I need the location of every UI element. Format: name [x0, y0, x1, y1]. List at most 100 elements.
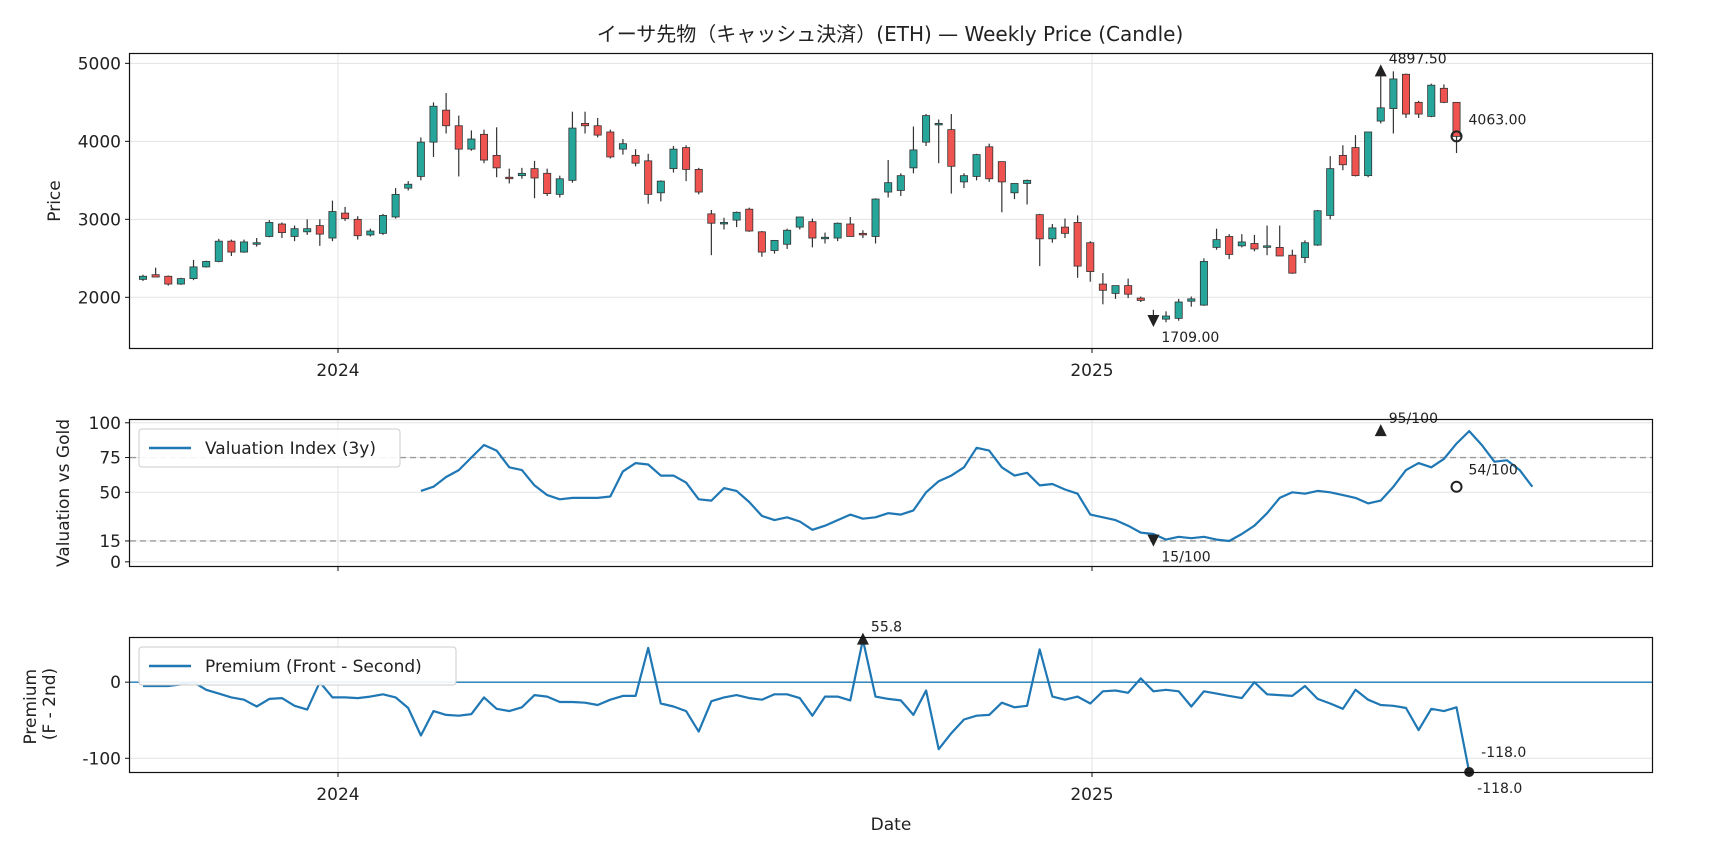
candle-body	[555, 178, 564, 195]
candle-body	[1162, 315, 1171, 320]
candle-body	[1174, 301, 1183, 319]
y-tick-label: 2000	[78, 288, 121, 308]
candle-body	[1364, 131, 1373, 177]
candle-body	[606, 131, 615, 158]
candle-body	[1187, 298, 1196, 302]
y-tick-label: 4000	[78, 132, 121, 152]
price-plot-frame	[128, 52, 1654, 350]
x-tick-label: 2025	[1070, 361, 1113, 381]
candle-body	[959, 175, 968, 183]
min-label: 1709.00	[1161, 330, 1219, 346]
candle-body	[214, 240, 223, 262]
candle-body	[416, 141, 425, 177]
candle-body	[833, 222, 842, 239]
candle-body	[492, 154, 501, 169]
price-axes: 2000 3000 4000 5000 2024 2025	[78, 54, 1114, 381]
min-label: 15/100	[1161, 550, 1210, 566]
candle-body	[1023, 179, 1032, 184]
candle-body	[1313, 210, 1322, 246]
candle-body	[353, 218, 362, 237]
candle-body	[656, 180, 665, 194]
candle-body	[1048, 227, 1057, 240]
candle-body	[265, 222, 274, 237]
candle-body	[1073, 222, 1082, 267]
candle-body	[719, 222, 728, 225]
candle-body	[1452, 101, 1461, 137]
candle-body	[240, 241, 249, 253]
candle-body	[290, 228, 299, 237]
candle-body	[1414, 101, 1423, 115]
series-line	[143, 638, 1471, 773]
y-tick-label: 0	[110, 673, 121, 693]
candle-body	[808, 221, 817, 239]
x-tick-label: 2024	[316, 361, 359, 381]
premium-ylabel-line-1: Premium	[21, 669, 41, 745]
premium-ylabel-line-2: (F - 2nd)	[40, 668, 60, 740]
premium-legend-box	[138, 646, 457, 686]
candle-body	[1326, 168, 1335, 216]
chart-title: イーサ先物（キャッシュ決済）(ETH) — Weekly Price (Cand…	[597, 22, 1184, 46]
valuation-legend-label: Valuation Index (3y)	[205, 439, 376, 459]
premium-legend-label: Premium (Front - Second)	[205, 657, 422, 677]
candle-body	[858, 232, 867, 236]
candle-body	[896, 175, 905, 191]
candle-body	[631, 154, 640, 164]
candle-body	[783, 229, 792, 245]
candle-body	[997, 161, 1006, 183]
price-grid	[130, 54, 1652, 348]
candle-body	[391, 193, 400, 218]
candle-body	[429, 105, 438, 143]
premium-annotations: 55.8 -118.0 -118.0	[856, 620, 1526, 797]
candle-body	[770, 239, 779, 251]
candle-body	[745, 208, 754, 232]
candle-body	[480, 133, 489, 161]
candle-body	[618, 143, 627, 150]
candle-body	[252, 242, 261, 245]
candle-body	[669, 148, 678, 170]
candle-body	[1288, 254, 1297, 274]
price-candles	[138, 71, 1461, 323]
candle-body	[176, 278, 185, 285]
candle-body	[517, 172, 526, 177]
candle-body	[315, 225, 324, 235]
candle-body	[593, 125, 602, 136]
y-tick-label: 15	[99, 532, 121, 552]
max-label: 55.8	[871, 620, 902, 636]
candle-body	[404, 183, 413, 189]
candle-body	[1427, 84, 1436, 117]
valuation-plot-frame	[128, 418, 1654, 568]
candle-body	[151, 274, 160, 278]
y-tick-label: 5000	[78, 54, 121, 74]
last-value-label: -118.0	[1477, 781, 1522, 797]
candle-body	[1338, 154, 1347, 166]
candle-body	[543, 172, 552, 194]
y-tick-label: 50	[99, 483, 121, 503]
y-tick-label: 3000	[78, 210, 121, 230]
y-tick-label: -100	[82, 749, 121, 769]
candle-body	[454, 125, 463, 150]
min-marker	[1147, 315, 1160, 328]
max-marker	[1374, 424, 1387, 437]
candle-body	[378, 215, 387, 234]
candle-body	[1212, 239, 1221, 248]
candle-body	[1439, 87, 1448, 103]
last-marker	[1450, 480, 1463, 493]
y-tick-label: 100	[89, 414, 121, 434]
candle-body	[757, 231, 766, 253]
price-ylabel: Price	[45, 180, 65, 221]
premium-legend[interactable]: Premium (Front - Second)	[138, 646, 457, 686]
valuation-legend[interactable]: Valuation Index (3y)	[138, 428, 401, 468]
candle-body	[1035, 214, 1044, 240]
candle-body	[189, 266, 198, 279]
candle-body	[922, 115, 931, 143]
candle-body	[1263, 245, 1272, 248]
last-label: -118.0	[1481, 745, 1526, 761]
candle-body	[1402, 73, 1411, 115]
valuation-axes: 015 50 75 100	[89, 414, 1093, 573]
candle-body	[985, 146, 994, 180]
max-marker	[856, 632, 869, 645]
y-tick-label: 75	[99, 449, 121, 469]
